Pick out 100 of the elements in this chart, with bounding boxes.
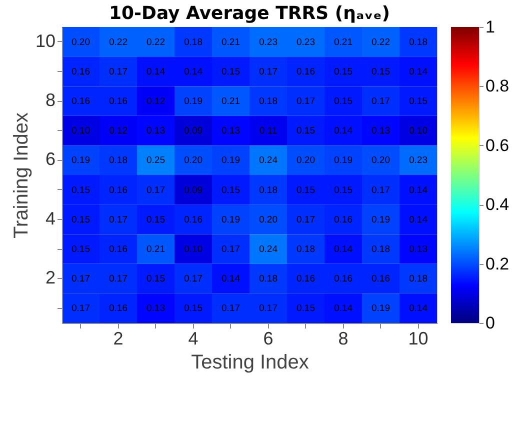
x-tick-label: 2 bbox=[113, 328, 124, 348]
color-bar-label: 0.4 bbox=[486, 195, 510, 214]
data-label: 0.15 bbox=[146, 274, 165, 285]
data-label: 0.14 bbox=[146, 66, 165, 78]
data-label: 0.19 bbox=[184, 96, 202, 107]
data-label: 0.15 bbox=[296, 126, 315, 137]
data-label: 0.17 bbox=[109, 274, 128, 285]
data-label: 0.17 bbox=[146, 184, 165, 196]
data-label: 0.15 bbox=[222, 66, 240, 78]
x-tick-label: 8 bbox=[338, 328, 348, 348]
data-label: 0.15 bbox=[72, 244, 90, 255]
data-label: 0.17 bbox=[222, 244, 240, 255]
data-label: 0.17 bbox=[372, 96, 390, 107]
data-label: 0.15 bbox=[72, 184, 90, 196]
data-label: 0.14 bbox=[409, 184, 428, 196]
data-label: 0.19 bbox=[222, 214, 240, 226]
data-label: 0.16 bbox=[109, 244, 128, 255]
data-label: 0.17 bbox=[372, 184, 390, 196]
data-label: 0.16 bbox=[109, 96, 128, 107]
color-bar-label: 0.8 bbox=[486, 76, 510, 96]
data-label: 0.16 bbox=[334, 214, 352, 226]
color-bar-label: 0.2 bbox=[486, 254, 510, 274]
data-label: 0.16 bbox=[296, 274, 315, 285]
data-label: 0.23 bbox=[259, 36, 278, 48]
data-label: 0.18 bbox=[372, 244, 390, 255]
data-label: 0.16 bbox=[334, 274, 352, 285]
color-bar-label: 1 bbox=[486, 18, 495, 36]
data-label: 0.16 bbox=[296, 66, 315, 78]
data-label: 0.21 bbox=[222, 36, 240, 48]
data-label: 0.19 bbox=[72, 155, 90, 166]
data-label: 0.14 bbox=[184, 66, 202, 78]
x-tick-label: 6 bbox=[263, 328, 274, 348]
data-label: 0.20 bbox=[72, 36, 90, 48]
data-label: 0.16 bbox=[72, 96, 90, 107]
data-label: 0.13 bbox=[222, 126, 240, 137]
data-label: 0.18 bbox=[409, 274, 428, 285]
data-label: 0.14 bbox=[334, 126, 352, 137]
y-tick-label: 2 bbox=[45, 268, 56, 288]
data-label: 0.14 bbox=[409, 66, 428, 78]
data-label: 0.20 bbox=[296, 155, 315, 166]
data-label: 0.21 bbox=[222, 96, 240, 107]
data-label: 0.13 bbox=[372, 126, 390, 137]
data-label: 0.18 bbox=[409, 36, 428, 48]
chart-title: 10-Day Average TRRS (ηₐᵥₑ) bbox=[108, 3, 390, 24]
data-label: 0.22 bbox=[372, 36, 390, 48]
data-label: 0.15 bbox=[184, 303, 202, 314]
data-label: 0.10 bbox=[184, 244, 202, 255]
data-label: 0.17 bbox=[296, 214, 315, 226]
data-label: 0.14 bbox=[409, 303, 428, 314]
data-label: 0.25 bbox=[146, 155, 165, 166]
data-label: 0.09 bbox=[184, 126, 202, 137]
data-label: 0.12 bbox=[146, 96, 165, 107]
data-label: 0.17 bbox=[259, 303, 278, 314]
data-label: 0.13 bbox=[146, 303, 165, 314]
data-label: 0.15 bbox=[334, 66, 352, 78]
y-axis-title: Training Index bbox=[10, 112, 32, 238]
y-tick-label: 4 bbox=[45, 208, 56, 228]
data-label: 0.12 bbox=[109, 126, 128, 137]
data-label: 0.19 bbox=[222, 155, 240, 166]
data-label: 0.11 bbox=[259, 126, 278, 137]
data-label: 0.23 bbox=[409, 155, 428, 166]
data-label: 0.18 bbox=[109, 155, 128, 166]
data-label: 0.14 bbox=[409, 214, 428, 226]
x-tick-label: 4 bbox=[188, 328, 198, 348]
data-label: 0.20 bbox=[372, 155, 390, 166]
data-label: 0.19 bbox=[372, 214, 390, 226]
data-label: 0.15 bbox=[72, 214, 90, 226]
data-label: 0.17 bbox=[222, 303, 240, 314]
x-axis-title: Testing Index bbox=[191, 352, 309, 374]
data-label: 0.18 bbox=[259, 184, 278, 196]
data-label: 0.18 bbox=[259, 96, 278, 107]
data-label: 0.18 bbox=[296, 244, 315, 255]
x-tick-label: 10 bbox=[408, 328, 428, 348]
data-label: 0.16 bbox=[109, 303, 128, 314]
data-label: 0.20 bbox=[184, 155, 202, 166]
data-label: 0.24 bbox=[259, 244, 278, 255]
data-label: 0.17 bbox=[259, 66, 278, 78]
data-label: 0.09 bbox=[184, 184, 202, 196]
color-bar-label: 0.6 bbox=[486, 136, 510, 155]
data-label: 0.15 bbox=[296, 184, 315, 196]
data-label: 0.16 bbox=[72, 66, 90, 78]
data-label: 0.15 bbox=[334, 184, 352, 196]
data-label: 0.19 bbox=[372, 303, 390, 314]
data-label: 0.10 bbox=[409, 126, 428, 137]
data-label: 0.19 bbox=[334, 155, 352, 166]
data-label: 0.10 bbox=[72, 126, 90, 137]
data-label: 0.17 bbox=[109, 66, 128, 78]
color-bar-label: 0 bbox=[486, 314, 495, 332]
data-label: 0.13 bbox=[146, 126, 165, 137]
data-label: 0.20 bbox=[259, 214, 278, 226]
data-label: 0.15 bbox=[334, 96, 352, 107]
data-label: 0.23 bbox=[296, 36, 315, 48]
data-label: 0.15 bbox=[146, 214, 165, 226]
data-label: 0.14 bbox=[222, 274, 240, 285]
data-label: 0.22 bbox=[109, 36, 128, 48]
data-label: 0.15 bbox=[409, 96, 428, 107]
data-label: 0.15 bbox=[372, 66, 390, 78]
data-label: 0.17 bbox=[184, 274, 202, 285]
data-label: 0.13 bbox=[409, 244, 428, 255]
y-tick-label: 10 bbox=[35, 30, 56, 51]
